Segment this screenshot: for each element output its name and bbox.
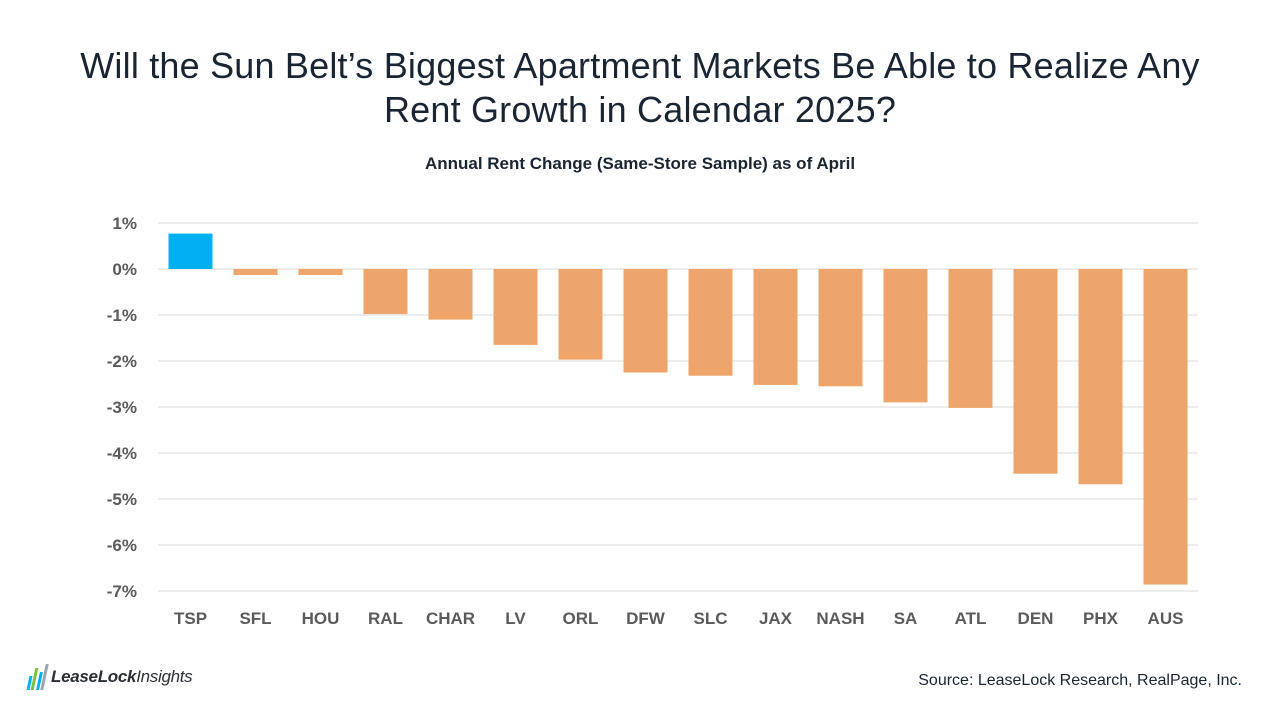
- bar-nash: [818, 269, 863, 387]
- y-tick-label: 0%: [112, 260, 137, 279]
- bar-aus: [1143, 269, 1188, 585]
- logo-text: LeaseLockInsights: [51, 667, 193, 687]
- bar-atl: [948, 269, 993, 408]
- x-tick-label: PHX: [1083, 609, 1119, 628]
- bars: [168, 233, 1188, 585]
- bar-jax: [753, 269, 798, 385]
- bar-char: [428, 269, 473, 320]
- y-tick-label: -7%: [107, 582, 137, 601]
- bar-slc: [688, 269, 733, 376]
- x-tick-label: ATL: [955, 609, 987, 628]
- x-tick-label: HOU: [302, 609, 340, 628]
- bar-orl: [558, 269, 603, 360]
- bar-lv: [493, 269, 538, 345]
- bar-hou: [298, 269, 343, 275]
- x-tick-label: DFW: [626, 609, 666, 628]
- logo-bars-icon: [26, 664, 49, 690]
- x-tick-label: TSP: [174, 609, 207, 628]
- x-tick-label: AUS: [1148, 609, 1184, 628]
- bar-tsp: [168, 233, 213, 269]
- y-axis-ticks: 1% 0% -1% -2% -3% -4% -5% -6% -7%: [107, 214, 137, 601]
- x-tick-label: LV: [505, 609, 526, 628]
- x-axis-labels: TSP SFL HOU RAL CHAR LV ORL DFW SLC JAX NASH SA ATL D…: [174, 609, 1183, 628]
- x-tick-label: JAX: [759, 609, 793, 628]
- x-tick-label: SFL: [239, 609, 271, 628]
- x-tick-label: CHAR: [426, 609, 475, 628]
- y-tick-label: -6%: [107, 536, 137, 555]
- x-tick-label: SA: [894, 609, 918, 628]
- bar-den: [1013, 269, 1058, 474]
- x-tick-label: DEN: [1018, 609, 1054, 628]
- x-tick-label: RAL: [368, 609, 403, 628]
- bar-dfw: [623, 269, 668, 373]
- y-tick-label: 1%: [112, 214, 137, 233]
- source-note: Source: LeaseLock Research, RealPage, In…: [918, 672, 1242, 689]
- x-tick-label: NASH: [816, 609, 864, 628]
- x-tick-label: SLC: [694, 609, 728, 628]
- y-tick-label: -4%: [107, 444, 137, 463]
- y-tick-label: -2%: [107, 352, 137, 371]
- page-title: Will the Sun Belt’s Biggest Apartment Ma…: [80, 45, 1200, 130]
- chart-subtitle: Annual Rent Change (Same-Store Sample) a…: [424, 154, 856, 173]
- bar-phx: [1078, 269, 1123, 485]
- y-tick-label: -1%: [107, 306, 137, 325]
- bar-sa: [883, 269, 928, 403]
- leaselock-logo: LeaseLockInsights: [26, 662, 193, 692]
- y-tick-label: -3%: [107, 398, 137, 417]
- bar-ral: [363, 269, 408, 315]
- logo-suffix: Insights: [136, 667, 193, 686]
- y-tick-label: -5%: [107, 490, 137, 509]
- x-tick-label: ORL: [563, 609, 599, 628]
- logo-brand: LeaseLock: [51, 667, 137, 686]
- bar-sfl: [233, 269, 278, 275]
